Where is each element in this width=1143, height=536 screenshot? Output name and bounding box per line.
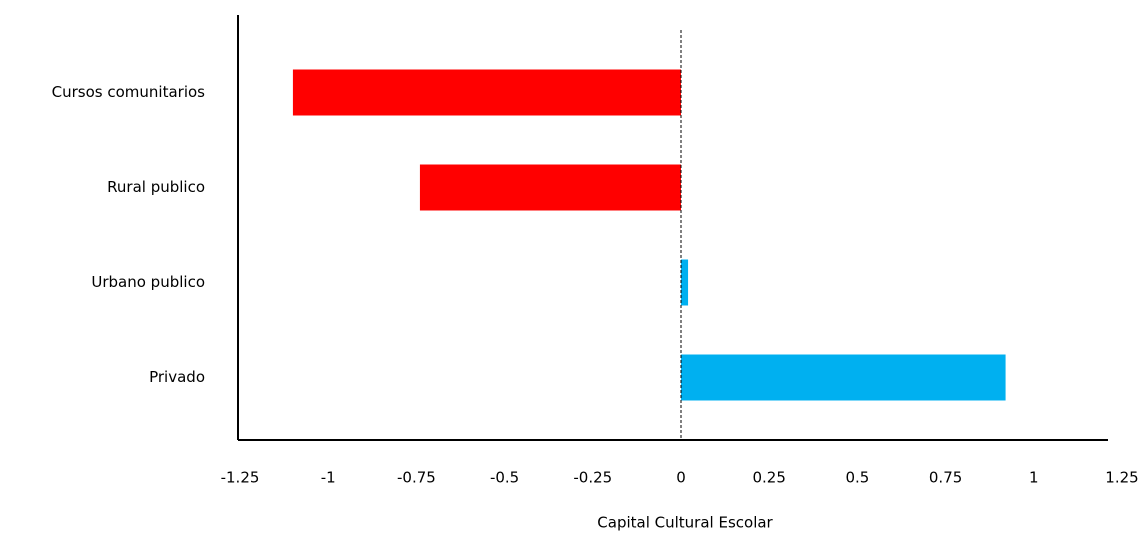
- y-tick-label: Cursos comunitarios: [52, 83, 206, 101]
- x-tick-label: -1: [321, 469, 336, 487]
- x-tick-label: 0: [676, 469, 686, 487]
- x-tick-label: 1: [1029, 469, 1039, 487]
- bar: [681, 259, 689, 306]
- x-axis-title: Capital Cultural Escolar: [597, 514, 773, 532]
- x-tick-label: -1.25: [221, 469, 260, 487]
- x-tick-label: 0.25: [752, 469, 785, 487]
- bar: [419, 164, 681, 211]
- bar: [681, 354, 1006, 401]
- x-tick-label: 0.5: [845, 469, 869, 487]
- x-tick-label: -0.25: [573, 469, 612, 487]
- x-tick-label: -0.75: [397, 469, 436, 487]
- y-tick-label: Privado: [149, 368, 205, 386]
- x-tick-label: 0.75: [929, 469, 962, 487]
- y-tick-label: Urbano publico: [91, 273, 205, 291]
- x-tick-label: 1.25: [1105, 469, 1138, 487]
- bar: [292, 69, 681, 116]
- y-tick-label: Rural publico: [107, 178, 205, 196]
- x-tick-label: -0.5: [490, 469, 519, 487]
